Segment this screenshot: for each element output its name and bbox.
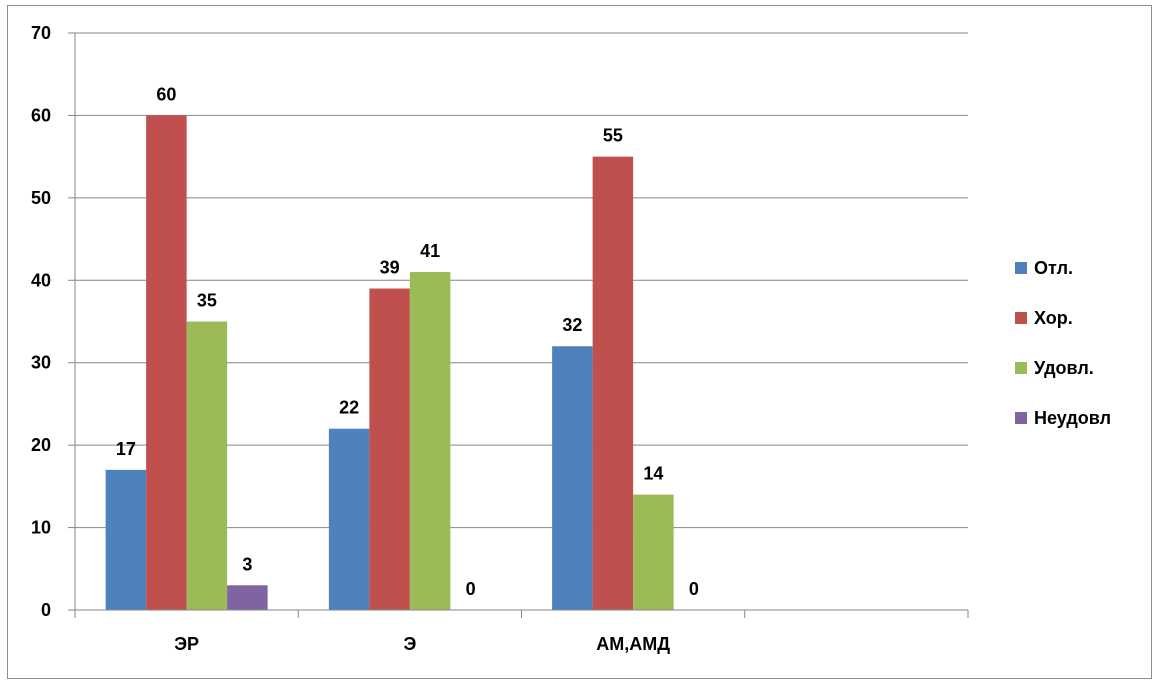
bar — [105, 469, 147, 610]
bar — [592, 156, 634, 610]
bar — [328, 428, 370, 610]
legend-swatch — [1015, 412, 1027, 424]
legend-label: Отл. — [1034, 258, 1073, 278]
legend-label: Хор. — [1034, 308, 1073, 328]
x-tick-label: ЭР — [174, 634, 199, 654]
y-tick-label: 50 — [31, 188, 51, 208]
bar — [146, 115, 187, 610]
legend-swatch — [1015, 262, 1027, 274]
data-label: 14 — [643, 464, 663, 484]
data-label: 0 — [466, 579, 476, 599]
data-label: 41 — [420, 241, 440, 261]
legend-swatch — [1015, 312, 1027, 324]
bars — [105, 115, 674, 610]
bar — [227, 585, 268, 610]
y-tick-label: 40 — [31, 270, 51, 290]
legend-swatch — [1015, 362, 1027, 374]
legend-label: Неудовл — [1034, 408, 1111, 428]
y-tick-label: 20 — [31, 435, 51, 455]
legend[interactable]: Отл. Хор. Удовл. Неудовл — [1015, 258, 1111, 428]
x-tick-label: Э — [403, 634, 416, 654]
bar — [552, 346, 593, 610]
y-tick-label: 10 — [31, 518, 51, 538]
data-label: 32 — [562, 315, 582, 335]
data-label: 0 — [689, 579, 699, 599]
data-label: 60 — [156, 84, 176, 104]
data-label: 39 — [380, 258, 400, 278]
data-label: 55 — [603, 126, 623, 146]
bar — [369, 288, 410, 610]
legend-label: Удовл. — [1034, 358, 1094, 378]
data-label: 22 — [339, 398, 359, 418]
data-labels: 17 60 35 3 22 39 41 0 32 55 14 0 — [116, 84, 699, 599]
bar — [186, 321, 228, 610]
y-tick-label: 60 — [31, 105, 51, 125]
x-tick-label: АМ,АМД — [596, 634, 670, 654]
y-tick-label: 0 — [41, 600, 51, 620]
y-tick-label: 70 — [31, 23, 51, 43]
y-tick-label: 30 — [31, 353, 51, 373]
data-label: 35 — [197, 291, 217, 311]
bar — [633, 494, 674, 610]
bar — [409, 272, 451, 610]
data-label: 3 — [242, 554, 252, 574]
data-label: 17 — [116, 439, 136, 459]
